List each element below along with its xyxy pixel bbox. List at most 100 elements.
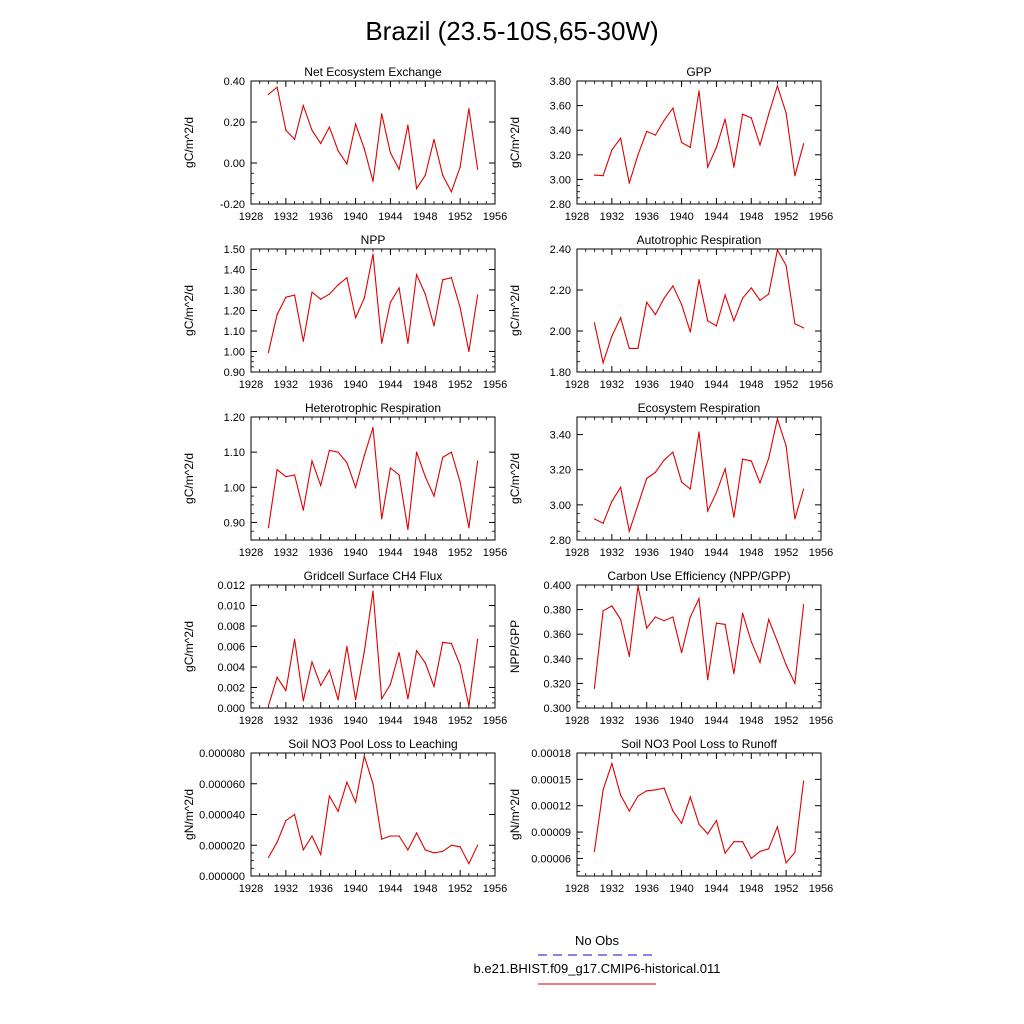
data-point (776, 418, 779, 420)
data-point (750, 857, 752, 860)
panel-title: Autotrophic Respiration (637, 233, 762, 247)
data-point (311, 835, 313, 837)
data-point (302, 105, 304, 107)
data-point (768, 113, 770, 115)
x-tick-label: 1952 (448, 547, 472, 559)
data-point (611, 605, 613, 607)
data-point (407, 849, 409, 851)
data-point (759, 661, 761, 664)
data-point (741, 612, 744, 614)
data-point (785, 445, 787, 447)
data-point (663, 119, 665, 121)
x-tick-label: 1948 (739, 547, 763, 559)
y-tick-label: -0.20 (220, 199, 245, 211)
x-tick-label: 1928 (565, 379, 589, 391)
data-point (724, 294, 726, 296)
data-point (293, 638, 296, 640)
data-point (680, 141, 683, 144)
panel-title: Soil NO3 Pool Loss to Leaching (288, 737, 457, 751)
data-point (619, 618, 622, 621)
data-point (407, 698, 409, 700)
data-point (733, 841, 735, 843)
x-tick-label: 1928 (239, 379, 263, 391)
data-point (328, 126, 331, 128)
y-tick-label: 2.80 (550, 535, 571, 547)
data-point (646, 130, 648, 133)
data-point (724, 852, 726, 854)
data-point (689, 616, 691, 618)
data-point (363, 651, 365, 653)
data-point (267, 351, 270, 354)
data-point (611, 149, 613, 151)
x-tick-label: 1932 (600, 211, 624, 223)
y-tick-label: 3.00 (550, 500, 571, 512)
data-point (415, 650, 418, 652)
data-point (733, 166, 735, 168)
y-tick-label: 0.000 (217, 703, 245, 715)
series-line (268, 86, 479, 194)
x-tick-label: 1932 (600, 883, 624, 895)
x-tick-label: 1956 (809, 211, 833, 223)
data-point (381, 113, 383, 115)
data-point (476, 168, 479, 170)
x-tick-label: 1948 (413, 883, 437, 895)
x-tick-label: 1952 (774, 379, 798, 391)
data-point (311, 661, 313, 663)
data-point (733, 672, 735, 675)
data-point (442, 279, 444, 281)
data-point (468, 705, 470, 707)
data-point (267, 527, 270, 529)
y-tick-label: 0.000000 (199, 871, 245, 883)
x-tick-label: 1956 (809, 379, 833, 391)
data-point (707, 166, 709, 168)
data-point (320, 684, 322, 687)
plot-frame (576, 80, 822, 205)
y-tick-label: 0.00018 (531, 748, 571, 760)
data-point (628, 347, 630, 350)
y-tick-label: 0.010 (217, 601, 245, 613)
x-tick-label: 1932 (274, 211, 298, 223)
x-tick-label: 1940 (343, 715, 367, 727)
data-point (680, 303, 683, 305)
y-axis-label: gC/m^2/d (182, 117, 196, 168)
data-point (328, 293, 331, 295)
data-point (785, 862, 787, 864)
data-point (267, 93, 270, 95)
data-point (750, 640, 752, 643)
x-tick-label: 1952 (448, 211, 472, 223)
data-point (724, 623, 726, 625)
panel-title: GPP (686, 65, 711, 79)
data-point (663, 787, 665, 789)
data-point (672, 810, 674, 812)
y-tick-label: 3.40 (550, 125, 571, 137)
data-point (381, 342, 383, 344)
data-point (293, 474, 296, 476)
data-point (602, 610, 604, 612)
y-tick-label: 0.40 (224, 76, 245, 88)
data-point (276, 314, 278, 316)
data-point (628, 810, 630, 812)
data-point (381, 838, 383, 840)
data-point (750, 460, 752, 462)
data-point (593, 850, 596, 853)
x-tick-label: 1928 (565, 715, 589, 727)
plot-frame (250, 752, 496, 877)
y-tick-label: 1.30 (224, 285, 245, 297)
data-point (320, 853, 322, 856)
data-point (354, 801, 357, 803)
y-tick-label: 3.40 (550, 430, 571, 442)
y-tick-label: 0.000080 (199, 748, 245, 760)
data-point (741, 297, 744, 299)
x-tick-label: 1944 (704, 379, 728, 391)
y-tick-label: 0.006 (217, 642, 245, 654)
data-point (637, 154, 639, 156)
data-point (698, 431, 700, 433)
data-point (346, 781, 348, 783)
data-point (424, 293, 426, 295)
data-point (637, 504, 639, 506)
data-point (363, 755, 365, 757)
series-line (593, 761, 805, 864)
y-tick-label: 3.00 (550, 174, 571, 186)
x-tick-label: 1956 (483, 715, 507, 727)
data-point (381, 698, 383, 700)
